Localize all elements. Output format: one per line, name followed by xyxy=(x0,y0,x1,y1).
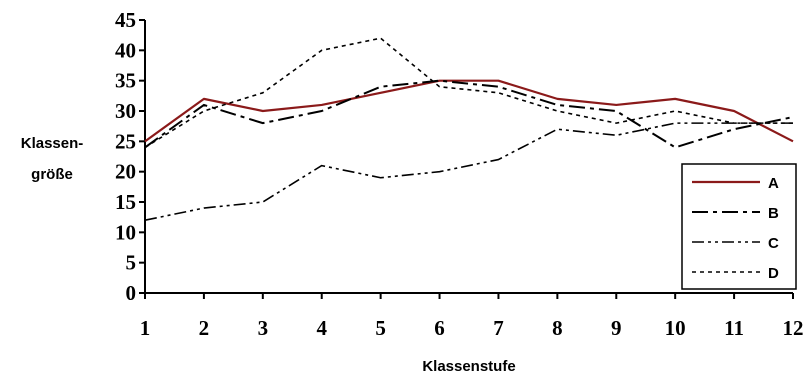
axis-labels: Klassenstufe Klassen-größe xyxy=(21,135,516,375)
x-tick-label: 1 xyxy=(140,316,151,340)
y-tick-label: 10 xyxy=(115,220,136,244)
y-tick-label: 40 xyxy=(115,38,136,62)
x-tick-label: 3 xyxy=(258,316,269,340)
series-lines xyxy=(144,37,794,221)
x-tick-label: 5 xyxy=(375,316,386,340)
y-tick-label: 0 xyxy=(126,281,137,305)
y-tick-label: 20 xyxy=(115,160,136,184)
series-line-b xyxy=(144,79,794,149)
legend-box xyxy=(681,163,797,290)
y-tick-label: 15 xyxy=(115,190,136,214)
y-tick-label: 45 xyxy=(115,8,136,32)
series-line-c xyxy=(144,122,793,221)
legend-label-d: D xyxy=(768,265,779,282)
series-line-a xyxy=(144,79,794,143)
y-tick-label: 35 xyxy=(115,69,136,93)
y-axis-label: Klassen- xyxy=(21,135,84,152)
x-tick-label: 10 xyxy=(665,316,686,340)
x-tick-label: 7 xyxy=(493,316,504,340)
x-tick-label: 11 xyxy=(724,316,744,340)
x-tick-label: 9 xyxy=(611,316,622,340)
legend-label-b: B xyxy=(768,205,779,222)
legend-label-c: C xyxy=(768,235,779,252)
x-tick-label: 2 xyxy=(199,316,210,340)
y-tick-label: 5 xyxy=(126,251,137,275)
x-tick-label: 12 xyxy=(783,316,804,340)
x-tick-label: 8 xyxy=(552,316,563,340)
x-tick-label: 6 xyxy=(434,316,445,340)
series-line-d xyxy=(144,37,793,149)
y-tick-label: 25 xyxy=(115,129,136,153)
x-tick-label: 4 xyxy=(316,316,327,340)
legend-label-a: A xyxy=(768,175,779,192)
y-tick-label: 30 xyxy=(115,99,136,123)
y-axis-label: größe xyxy=(31,166,73,183)
x-axis-label: Klassenstufe xyxy=(422,358,515,375)
